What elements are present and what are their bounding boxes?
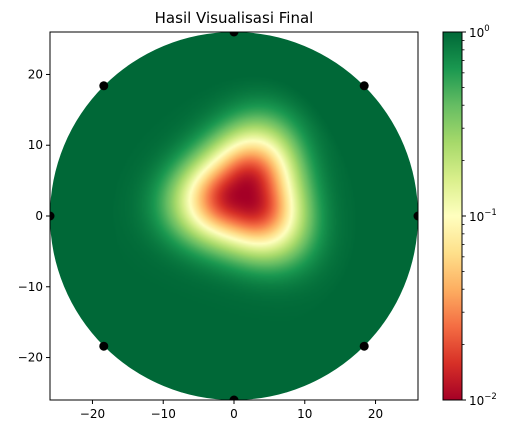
y-tick-label: 10 xyxy=(28,138,43,152)
colorbar-gradient xyxy=(443,32,462,400)
colorbar: 10−2 10−1 100 xyxy=(442,24,497,408)
x-tick-label: −20 xyxy=(80,407,105,421)
sensor-marker xyxy=(99,341,109,351)
sensor-marker xyxy=(50,211,55,221)
sensor-marker xyxy=(99,81,109,91)
colorbar-tick-label: 100 xyxy=(469,24,490,40)
colorbar-ticks: 10−2 10−1 100 xyxy=(462,24,497,408)
x-tick-label: 20 xyxy=(368,407,383,421)
y-tick-label: 20 xyxy=(28,67,43,81)
heatmap-layer xyxy=(50,32,418,400)
y-tick-label: −10 xyxy=(18,280,43,294)
chart-title: Hasil Visualisasi Final xyxy=(155,9,314,27)
colorbar-tick-label: 10−1 xyxy=(469,208,497,224)
x-tick-label: 0 xyxy=(230,407,238,421)
colorbar-tick-label: 10−2 xyxy=(469,392,497,408)
sensor-marker xyxy=(359,341,369,351)
x-axis: −20 −10 0 10 20 xyxy=(80,400,383,421)
x-tick-label: −10 xyxy=(151,407,176,421)
y-tick-label: −20 xyxy=(18,351,43,365)
heatmap-field xyxy=(50,32,418,400)
sensor-marker xyxy=(359,81,369,91)
sensor-marker xyxy=(413,211,418,221)
sensor-layer xyxy=(50,32,418,400)
x-tick-label: 10 xyxy=(297,407,312,421)
sensor-marker xyxy=(229,32,239,37)
y-axis: −20 −10 0 10 20 xyxy=(18,67,50,365)
sensor-marker xyxy=(229,395,239,400)
y-tick-label: 0 xyxy=(35,209,43,223)
